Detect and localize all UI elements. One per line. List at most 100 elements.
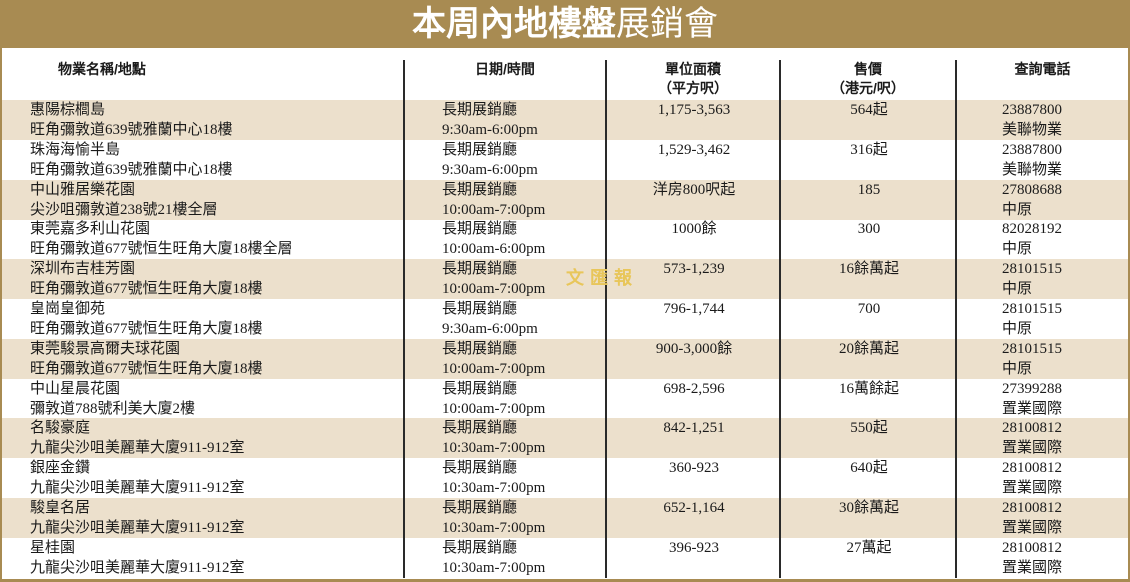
property-cell: 惠陽棕櫚島 旺角彌敦道639號雅蘭中心18樓 — [30, 100, 233, 140]
area-cell-area: 698-2,596 — [663, 380, 725, 397]
price-cell-price: 640起 — [850, 460, 888, 477]
property-cell-name: 駿皇名居 — [30, 500, 91, 516]
date-cell-time: 9:30am-6:00pm — [442, 122, 538, 138]
area-cell-area: 1,529-3,462 — [657, 141, 731, 158]
table-row: 駿皇名居九龍尖沙咀美麗華大廈911-912室 長期展銷廳 10:30am-7:00p… — [2, 498, 1128, 538]
table-row: 深圳布吉桂芳園 旺角彌敦道677號恒生旺角大廈18樓 長期展銷廳 10:00am-7:… — [2, 259, 1128, 300]
date-cell: 長期展銷廳 10:00am-7:00pm — [442, 339, 545, 379]
contact-cell-agent: 中原 — [1002, 281, 1033, 298]
contact-cell-agent: 置業國際 — [1002, 520, 1063, 536]
price-cell-price: 316起 — [850, 141, 888, 158]
table-row: 東莞駿景高爾夫球花園 旺角彌敦道677號恒生旺角大廈18樓 長期展銷廳 10:00am… — [2, 338, 1128, 379]
contact-cell-agent: 置業國際 — [1002, 440, 1063, 457]
contact-cell-tel: 28100812 — [1002, 420, 1062, 437]
header-name: 物業名稱/地點 — [58, 61, 146, 77]
table-row: 中山星晨花園 彌敦道788號利美大廈2樓 長期展銷廳 10:00am-7:00pm 69… — [2, 379, 1128, 419]
header-area-line1: 單位面積 — [665, 61, 721, 77]
header-area-line2: （平方呎） — [658, 80, 728, 96]
area-cell-area: 573-1,239 — [663, 261, 725, 278]
contact-cell-agent: 中原 — [1002, 360, 1033, 377]
date-cell-time: 10:00am-7:00pm — [442, 360, 546, 377]
property-cell: 東莞嘉多利山花園 旺角彌敦道677號恒生旺角大廈18樓全層 — [30, 219, 293, 259]
table-row: 珠海海愉半島 旺角彌敦道639號雅蘭中心18樓 長期展銷廳 9:30am-6:00pm… — [2, 140, 1128, 180]
date-cell: 長期展銷廳 10:30am-7:00pm — [442, 498, 545, 538]
date-cell-date: 長期展銷廳 — [442, 500, 518, 516]
property-cell: 東莞駿景高爾夫球花園 旺角彌敦道677號恒生旺角大廈18樓 — [30, 339, 263, 379]
price-cell-price: 300 — [857, 221, 881, 238]
price-cell: 700 — [782, 299, 956, 319]
date-cell: 長期展銷廳 10:00am-7:00pm — [442, 180, 545, 220]
date-cell: 長期展銷廳 10:00am-7:00pm — [442, 259, 545, 299]
contact-cell-agent: 中原 — [1002, 241, 1033, 258]
header-price: 售價 （港元/呎） — [781, 60, 955, 98]
property-cell-addr: 九龍尖沙咀美麗華大廈911-912室 — [30, 440, 245, 457]
price-cell-price: 550起 — [850, 420, 888, 437]
contact-cell: 23887800 美聯物業 — [1002, 100, 1062, 140]
property-cell: 中山星晨花園 彌敦道788號利美大廈2樓 — [30, 379, 195, 419]
area-cell-area: 842-1,251 — [663, 420, 725, 437]
contact-cell: 28101515 中原 — [1002, 299, 1062, 339]
price-cell: 20餘萬起 — [782, 339, 956, 359]
property-cell-name: 珠海海愉半島 — [30, 141, 121, 158]
price-cell-price: 16萬餘起 — [838, 380, 899, 397]
contact-cell: 28100812 置業國際 — [1002, 498, 1062, 538]
area-cell: 698-2,596 — [608, 379, 780, 399]
contact-cell-agent: 美聯物業 — [1002, 161, 1063, 178]
contact-cell: 28101515 中原 — [1002, 339, 1062, 379]
contact-cell-tel: 28101515 — [1002, 340, 1062, 357]
property-cell-name: 中山雅居樂花園 — [30, 181, 136, 198]
property-cell: 皇崗皇御苑 旺角彌敦道677號恒生旺角大廈18樓 — [30, 299, 263, 339]
area-cell-area: 796-1,744 — [663, 301, 725, 317]
property-cell: 星桂園 九龍尖沙咀美麗華大廈911-912室 — [30, 538, 244, 578]
price-cell-price: 16餘萬起 — [838, 261, 899, 278]
area-cell: 1000餘 — [608, 219, 780, 239]
contact-cell-agent: 中原 — [1002, 201, 1033, 218]
contact-cell: 27399288 置業國際 — [1002, 379, 1062, 419]
property-cell: 銀座金鑽 九龍尖沙咀美麗華大廈911-912室 — [30, 458, 244, 498]
date-cell: 長期展銷廳 10:00am-6:00pm — [442, 219, 545, 259]
date-cell-date: 長期展銷廳 — [442, 420, 518, 437]
price-cell: 16萬餘起 — [782, 379, 956, 399]
date-cell: 長期展銷廳 10:00am-7:00pm — [442, 379, 545, 419]
area-cell-area: 900-3,000餘 — [655, 340, 733, 357]
price-cell: 16餘萬起 — [782, 259, 956, 279]
date-cell: 長期展銷廳 10:30am-7:00pm — [442, 418, 545, 458]
date-cell-date: 長期展銷廳 — [442, 221, 518, 238]
price-cell: 30餘萬起 — [782, 498, 956, 518]
contact-cell-tel: 27399288 — [1002, 380, 1062, 397]
property-cell-name: 名駿豪庭 — [30, 420, 91, 437]
date-cell-time: 10:00am-6:00pm — [442, 241, 546, 258]
property-cell-addr: 旺角彌敦道677號恒生旺角大廈18樓 — [30, 360, 263, 377]
area-cell-area: 396-923 — [669, 539, 719, 556]
header-area: 單位面積 （平方呎） — [607, 60, 779, 98]
table-row: 星桂園 九龍尖沙咀美麗華大廈911-912室 長期展銷廳 10:30am-7:00pm… — [2, 538, 1128, 578]
header-date: 日期/時間 — [475, 61, 535, 77]
area-cell-area: 1000餘 — [671, 221, 717, 238]
date-cell-time: 10:30am-7:00pm — [442, 559, 546, 576]
property-cell-addr: 旺角彌敦道639號雅蘭中心18樓 — [30, 122, 233, 138]
date-cell-date: 長期展銷廳 — [442, 301, 518, 317]
property-cell-addr: 旺角彌敦道677號恒生旺角大廈18樓全層 — [30, 241, 293, 258]
property-cell: 深圳布吉桂芳園 旺角彌敦道677號恒生旺角大廈18樓 — [30, 259, 263, 299]
property-cell-addr: 九龍尖沙咀美麗華大廈911-912室 — [30, 559, 245, 576]
contact-cell: 23887800 美聯物業 — [1002, 140, 1062, 180]
contact-cell-tel: 28100812 — [1002, 539, 1062, 556]
property-cell-addr: 九龍尖沙咀美麗華大廈911-912室 — [30, 520, 245, 536]
area-cell: 1,175-3,563 — [608, 100, 780, 120]
property-cell-addr: 旺角彌敦道677號恒生旺角大廈18樓 — [30, 321, 263, 337]
property-cell-name: 中山星晨花園 — [30, 380, 121, 397]
property-cell-addr: 尖沙咀彌敦道238號21樓全層 — [30, 201, 218, 218]
column-divider — [779, 60, 781, 578]
area-cell: 洋房800呎起 — [608, 180, 780, 200]
contact-cell-tel: 28101515 — [1002, 261, 1062, 278]
date-cell-date: 長期展銷廳 — [442, 460, 518, 477]
area-cell: 652-1,164 — [608, 498, 780, 518]
contact-cell: 28101515 中原 — [1002, 259, 1062, 299]
date-cell: 長期展銷廳 10:30am-7:00pm — [442, 538, 545, 578]
watermark: 文匯報 — [566, 268, 638, 289]
property-cell: 珠海海愉半島 旺角彌敦道639號雅蘭中心18樓 — [30, 140, 233, 180]
area-cell: 842-1,251 — [608, 418, 780, 438]
date-cell-time: 10:00am-7:00pm — [442, 201, 546, 218]
date-cell-time: 10:30am-7:00pm — [442, 440, 546, 457]
